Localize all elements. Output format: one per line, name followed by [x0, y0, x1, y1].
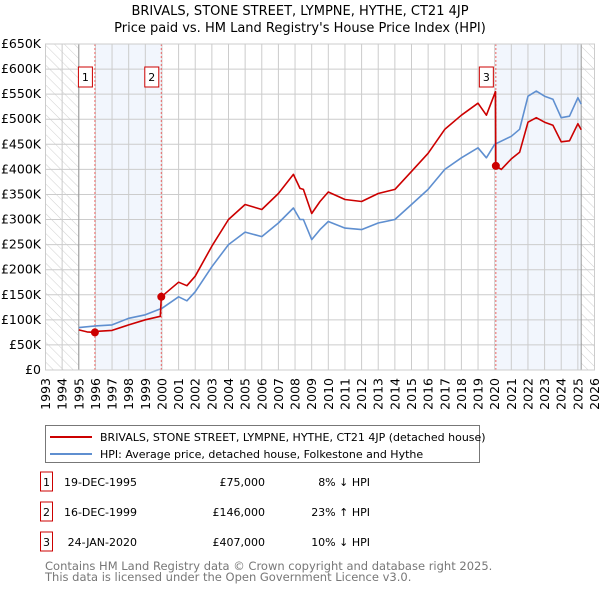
y-tick-label: £200K [1, 262, 42, 277]
sale-row-hpi: 10% ↓ HPI [311, 536, 370, 549]
footer-line1: Contains HM Land Registry data © Crown c… [45, 559, 492, 573]
x-tick-label: 2011 [337, 378, 352, 410]
x-tick-label: 2009 [304, 378, 319, 410]
sales-table: 1 19-DEC-1995 £75,000 8% ↓ HPI 2 16-DEC-1999 £… [40, 471, 370, 552]
sale-row-number-box [40, 531, 53, 552]
no-data-region-right [581, 44, 595, 370]
x-tick-label: 2012 [354, 378, 369, 410]
x-tick-label: 2014 [387, 378, 402, 410]
sale-row-date: 24-JAN-2020 [68, 536, 137, 549]
y-tick-label: £150K [1, 287, 42, 302]
y-tick-label: £0 [25, 362, 41, 377]
sale-row-price: £146,000 [213, 506, 266, 519]
y-tick-label: £100K [1, 312, 42, 327]
legend-label-price: BRIVALS, STONE STREET, LYMPNE, HYTHE, CT… [100, 431, 486, 444]
x-tick-label: 2026 [587, 378, 600, 410]
x-tick-label: 1994 [55, 378, 70, 410]
hpi-series-line [78, 90, 582, 329]
x-tick-label: 2010 [321, 378, 336, 410]
y-tick-label: £350K [1, 186, 42, 201]
sale-row: 1 19-DEC-1995 £75,000 8% ↓ HPI [40, 471, 370, 492]
sale-point [90, 328, 99, 337]
x-tick-label: 1998 [121, 378, 136, 410]
x-tick-label: 2025 [570, 378, 585, 410]
y-tick-label: £300K [1, 212, 42, 227]
chart-title: BRIVALS, STONE STREET, LYMPNE, HYTHE, CT… [131, 4, 468, 19]
x-tick-label: 1999 [138, 378, 153, 410]
x-tick-label: 2018 [454, 378, 469, 410]
sale-number-box [144, 66, 160, 88]
x-tick-label: 2023 [537, 378, 552, 410]
x-tick-label: 2006 [254, 378, 269, 410]
sale-row-number: 2 [43, 506, 50, 519]
x-tick-label: 2007 [271, 378, 286, 410]
x-tick-label: 2022 [520, 378, 535, 410]
y-tick-label: £500K [1, 111, 42, 126]
legend: BRIVALS, STONE STREET, LYMPNE, HYTHE, CT… [45, 425, 486, 463]
x-tick-label: 2008 [288, 378, 303, 410]
y-tick-label: £550K [1, 86, 42, 101]
price-series-line [78, 90, 582, 334]
x-tick-label: 2000 [154, 378, 169, 410]
x-tick-label: 2016 [421, 378, 436, 410]
sale-row-number: 3 [43, 536, 50, 549]
sale-row-price: £407,000 [213, 536, 266, 549]
x-tick-label: 2002 [188, 378, 203, 410]
y-tick-label: £50K [9, 337, 42, 352]
x-tick-label: 2019 [471, 378, 486, 410]
x-tick-label: 2020 [487, 378, 502, 410]
sale-row: 2 16-DEC-1999 £146,000 23% ↑ HPI [40, 501, 370, 522]
y-tick-label: £400K [1, 161, 42, 176]
sale-row-price: £75,000 [220, 476, 266, 489]
legend-label-hpi: HPI: Average price, detached house, Folk… [100, 448, 423, 461]
x-tick-label: 2003 [204, 378, 219, 410]
sale-row-hpi: 8% ↓ HPI [318, 476, 370, 489]
sale-point [491, 161, 500, 170]
sale-row-number-box [40, 471, 53, 492]
x-tick-label: 2004 [221, 378, 236, 410]
sale-number-box [478, 66, 494, 88]
ownership-period-shade [94, 44, 162, 370]
sale-row: 3 24-JAN-2020 £407,000 10% ↓ HPI [40, 531, 370, 552]
x-tick-label: 1997 [105, 378, 120, 410]
x-tick-label: 1995 [71, 378, 86, 410]
x-tick-label: 2005 [238, 378, 253, 410]
sale-number-label: 3 [483, 71, 490, 84]
x-tick-label: 2024 [554, 378, 569, 410]
sale-row-number-box [40, 501, 53, 522]
ownership-period-shade [495, 44, 582, 370]
sale-number-box [77, 66, 93, 88]
sale-row-date: 16-DEC-1999 [64, 506, 137, 519]
sale-row-hpi: 23% ↑ HPI [311, 506, 370, 519]
y-tick-label: £600K [1, 61, 42, 76]
sale-number-label: 2 [148, 71, 155, 84]
sale-number-label: 1 [82, 71, 89, 84]
footer-line2: This data is licensed under the Open Gov… [44, 570, 411, 584]
x-tick-label: 2013 [371, 378, 386, 410]
sale-row-number: 1 [43, 476, 50, 489]
plot-border [45, 43, 595, 371]
x-tick-label: 2021 [504, 378, 519, 410]
x-tick-label: 1993 [38, 378, 53, 410]
y-tick-label: £450K [1, 136, 42, 151]
x-tick-label: 2017 [437, 378, 452, 410]
x-tick-label: 2001 [171, 378, 186, 410]
x-tick-label: 2015 [404, 378, 419, 410]
sale-point [157, 292, 166, 301]
x-tick-label: 1996 [88, 378, 103, 410]
y-tick-label: £650K [1, 36, 42, 51]
chart-subtitle: Price paid vs. HM Land Registry's House … [114, 21, 486, 36]
sale-row-date: 19-DEC-1995 [64, 476, 137, 489]
y-tick-label: £250K [1, 237, 42, 252]
